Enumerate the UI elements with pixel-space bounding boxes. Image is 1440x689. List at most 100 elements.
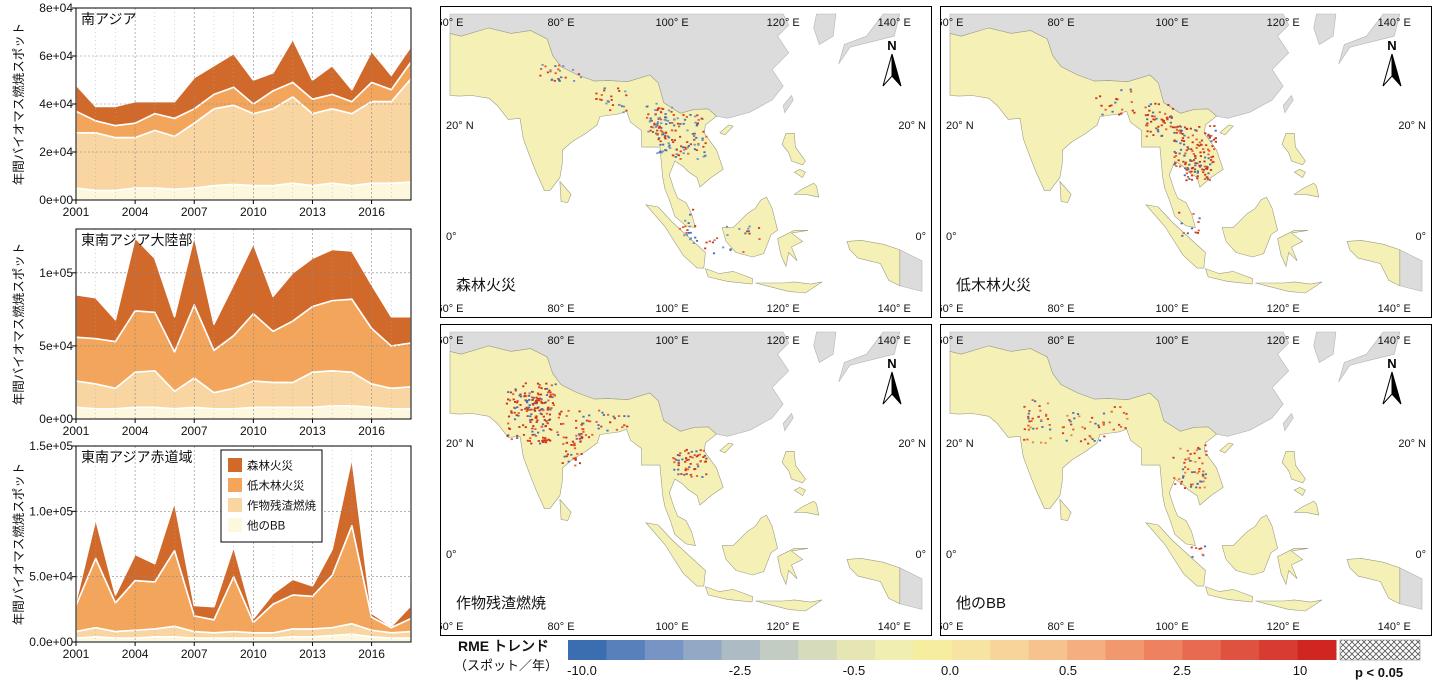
trend-cell	[1200, 547, 1203, 550]
trend-cell	[582, 422, 585, 425]
trend-cell	[1151, 115, 1154, 118]
legend-swatch	[228, 478, 242, 492]
trend-cell	[1187, 176, 1190, 178]
study-land	[704, 586, 753, 603]
trend-cell	[578, 434, 581, 437]
trend-cell	[553, 79, 556, 82]
non-study-land	[1282, 412, 1294, 432]
trend-cell	[1069, 420, 1072, 423]
trend-cell	[660, 122, 663, 125]
trend-cell	[529, 419, 532, 421]
trend-cell	[659, 118, 663, 121]
trend-cell	[1023, 405, 1026, 408]
lat-label-right: 20° N	[898, 120, 926, 132]
trend-cell	[677, 462, 680, 464]
trend-cell	[557, 78, 561, 81]
study-land	[719, 124, 734, 136]
trend-cell	[1180, 222, 1183, 225]
trend-cell	[597, 427, 600, 430]
trend-cell	[1182, 160, 1185, 163]
trend-cell	[533, 408, 536, 411]
trend-cell	[538, 384, 541, 386]
trend-cell	[685, 147, 688, 150]
trend-cell	[702, 130, 705, 133]
significance-hatch	[1339, 639, 1421, 661]
trend-cell	[549, 408, 552, 411]
colorbar-swatch	[1297, 640, 1337, 660]
trend-cell	[625, 94, 628, 97]
trend-cell	[562, 422, 565, 425]
trend-cell	[1184, 471, 1187, 474]
trend-cell	[660, 151, 663, 154]
trend-cell	[1188, 163, 1191, 166]
trend-cell	[677, 468, 680, 471]
trend-cell	[744, 232, 747, 235]
trend-cell	[562, 65, 565, 67]
trend-cell	[685, 232, 688, 234]
trend-cell	[606, 100, 609, 102]
trend-cell	[689, 143, 692, 146]
trend-cell	[1183, 487, 1187, 489]
lon-label-bottom: 140° E	[1378, 303, 1411, 315]
trend-cell	[664, 116, 667, 119]
lon-label-bottom: 100° E	[656, 621, 689, 633]
trend-cell	[1180, 480, 1183, 483]
lon-label-bottom: 80° E	[548, 621, 575, 633]
map-frame	[440, 324, 932, 636]
trend-cell	[1209, 169, 1213, 171]
trend-cell	[1187, 168, 1190, 171]
trend-cell	[1198, 141, 1201, 144]
trend-cell	[725, 225, 729, 228]
trend-cell	[656, 152, 659, 155]
stacked-area-charts: 0e+00 2e+04 4e+04 6e+04 8e+04 2001 2004 2007 201…	[11, 1, 412, 661]
trend-cell	[1032, 427, 1035, 430]
trend-cell	[1203, 165, 1206, 168]
trend-cell	[534, 435, 538, 437]
trend-cell	[1110, 104, 1113, 107]
trend-cell	[1131, 109, 1134, 112]
trend-cell	[508, 399, 512, 402]
y-tick-label: 5e+04	[39, 339, 73, 353]
trend-cell	[673, 124, 676, 127]
trend-cell	[548, 428, 551, 430]
trend-cell	[1110, 410, 1113, 413]
study-land	[1219, 442, 1234, 454]
study-land	[1255, 599, 1323, 612]
trend-cell	[701, 139, 704, 141]
study-land	[1145, 204, 1206, 269]
trend-cell	[676, 117, 679, 120]
trend-cell	[1186, 146, 1189, 149]
trend-cell	[1153, 118, 1156, 121]
trend-cell	[696, 454, 700, 457]
trend-cell	[609, 109, 612, 112]
trend-cell	[547, 419, 550, 422]
trend-cell	[530, 442, 533, 445]
trend-cell	[1072, 428, 1075, 431]
trend-cell	[1196, 162, 1199, 165]
trend-cell	[528, 399, 531, 401]
trend-cell	[1206, 165, 1209, 168]
trend-cell	[529, 415, 532, 418]
trend-cell	[1174, 162, 1177, 164]
trend-cell	[1066, 414, 1069, 417]
trend-cell	[696, 463, 699, 466]
trend-cell	[726, 234, 729, 236]
trend-cell	[1191, 150, 1194, 152]
trend-cell	[557, 68, 560, 71]
trend-cell	[595, 92, 598, 95]
trend-cell	[692, 242, 695, 244]
non-study-land	[1313, 13, 1337, 45]
trend-cell	[679, 135, 682, 138]
trend-cell	[1208, 179, 1211, 181]
trend-cell	[526, 408, 529, 411]
trend-cell	[690, 450, 693, 453]
trend-cell	[1027, 428, 1030, 431]
colorbar-swatch	[913, 640, 953, 660]
trend-cell	[688, 466, 691, 468]
trend-cell	[579, 440, 582, 443]
x-tick-label: 2010	[240, 205, 267, 219]
trend-cell	[539, 412, 542, 415]
trend-cell	[585, 419, 588, 422]
trend-cell	[546, 391, 550, 394]
trend-cell	[1146, 130, 1149, 133]
